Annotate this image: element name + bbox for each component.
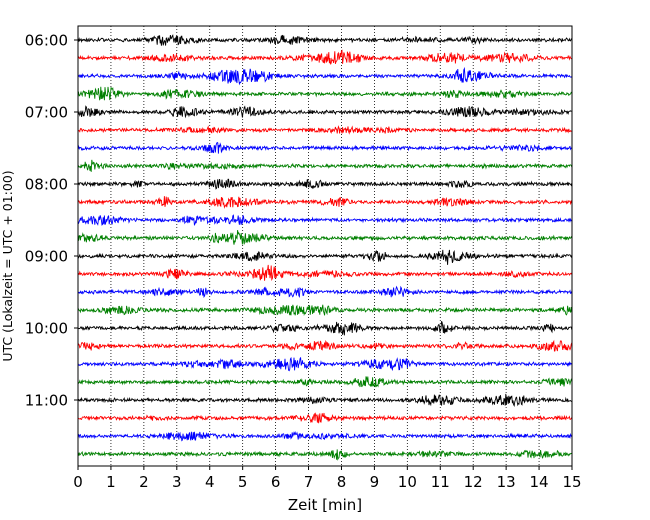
x-tick-label-11: 11 xyxy=(431,473,450,491)
y-axis-label: UTC (Lokalzeit = UTC + 01:00) xyxy=(0,170,15,361)
trace-0600 xyxy=(77,34,573,46)
trace-1100 xyxy=(78,393,572,408)
x-tick-label-0: 0 xyxy=(73,473,83,491)
grid-lines xyxy=(110,26,540,466)
trace-0830 xyxy=(77,214,572,227)
y-tick-label-11:00: 11:00 xyxy=(25,392,68,410)
trace-0730 xyxy=(77,141,573,154)
x-tick-label-15: 15 xyxy=(562,473,581,491)
y-tick-label-06:00: 06:00 xyxy=(25,32,68,50)
x-tick-label-14: 14 xyxy=(530,473,549,491)
y-tick-label-08:00: 08:00 xyxy=(25,176,68,194)
trace-0745 xyxy=(77,159,573,172)
trace-1015 xyxy=(77,339,573,352)
trace-1145 xyxy=(77,449,572,461)
trace-0630 xyxy=(77,66,573,86)
y-tick-label-10:00: 10:00 xyxy=(25,320,68,338)
trace-0945 xyxy=(77,304,573,316)
trace-0815 xyxy=(77,196,573,209)
x-tick-label-1: 1 xyxy=(106,473,116,491)
x-tick-label-5: 5 xyxy=(238,473,248,491)
trace-0715 xyxy=(77,125,573,135)
plot-frame xyxy=(77,25,573,467)
trace-0915 xyxy=(77,264,573,282)
y-tick-label-07:00: 07:00 xyxy=(25,104,68,122)
seismic-traces xyxy=(77,34,573,461)
x-tick-label-13: 13 xyxy=(497,473,516,491)
trace-0930 xyxy=(77,285,573,299)
x-tick-label-2: 2 xyxy=(139,473,149,491)
trace-1130 xyxy=(77,431,573,442)
trace-1030 xyxy=(77,356,573,372)
trace-1000 xyxy=(77,320,573,336)
x-tick-label-12: 12 xyxy=(464,473,483,491)
trace-1115 xyxy=(77,412,573,424)
trace-0615 xyxy=(77,49,572,65)
y-tick-label-09:00: 09:00 xyxy=(25,248,68,266)
x-tick-label-3: 3 xyxy=(172,473,182,491)
x-tick-label-10: 10 xyxy=(398,473,417,491)
x-tick-label-9: 9 xyxy=(370,473,380,491)
x-tick-label-8: 8 xyxy=(337,473,347,491)
trace-0800 xyxy=(77,178,573,190)
x-tick-label-4: 4 xyxy=(205,473,215,491)
trace-0645 xyxy=(77,86,573,101)
x-axis-label: Zeit [min] xyxy=(288,496,362,514)
trace-0845 xyxy=(77,230,573,245)
x-axis-ticks: 0 1 2 3 4 5 6 7 8 9 10 11 12 13 14 15 xyxy=(73,466,582,491)
trace-1045 xyxy=(77,376,573,388)
y-axis-ticks: 06:00 07:00 08:00 09:00 10:00 11:00 xyxy=(25,32,78,410)
trace-0700 xyxy=(77,105,572,119)
x-tick-label-7: 7 xyxy=(304,473,314,491)
x-tick-label-6: 6 xyxy=(271,473,281,491)
trace-0900 xyxy=(77,249,573,265)
